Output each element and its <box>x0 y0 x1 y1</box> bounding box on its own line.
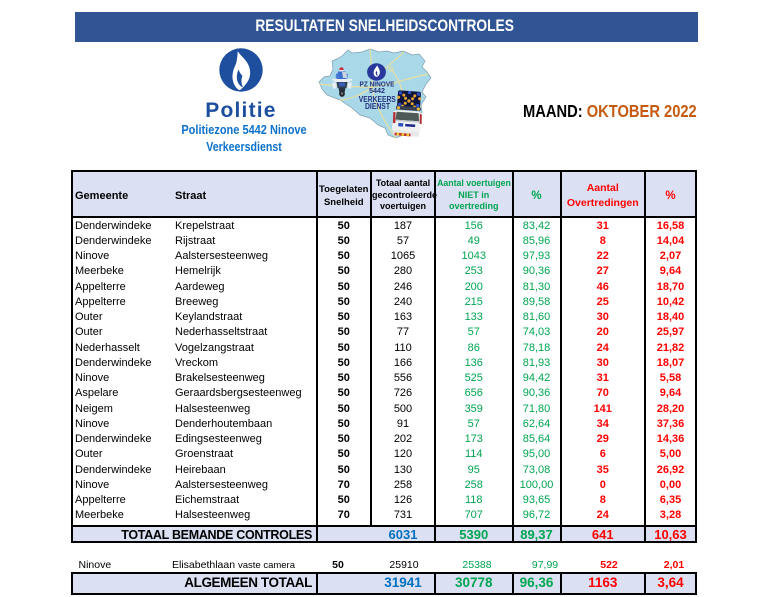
svg-text:5442: 5442 <box>369 88 385 95</box>
svg-text:PZ NINOVE: PZ NINOVE <box>360 81 395 88</box>
svg-text:VERKEERS: VERKEERS <box>359 95 397 104</box>
svg-text:DIENST: DIENST <box>365 102 390 111</box>
